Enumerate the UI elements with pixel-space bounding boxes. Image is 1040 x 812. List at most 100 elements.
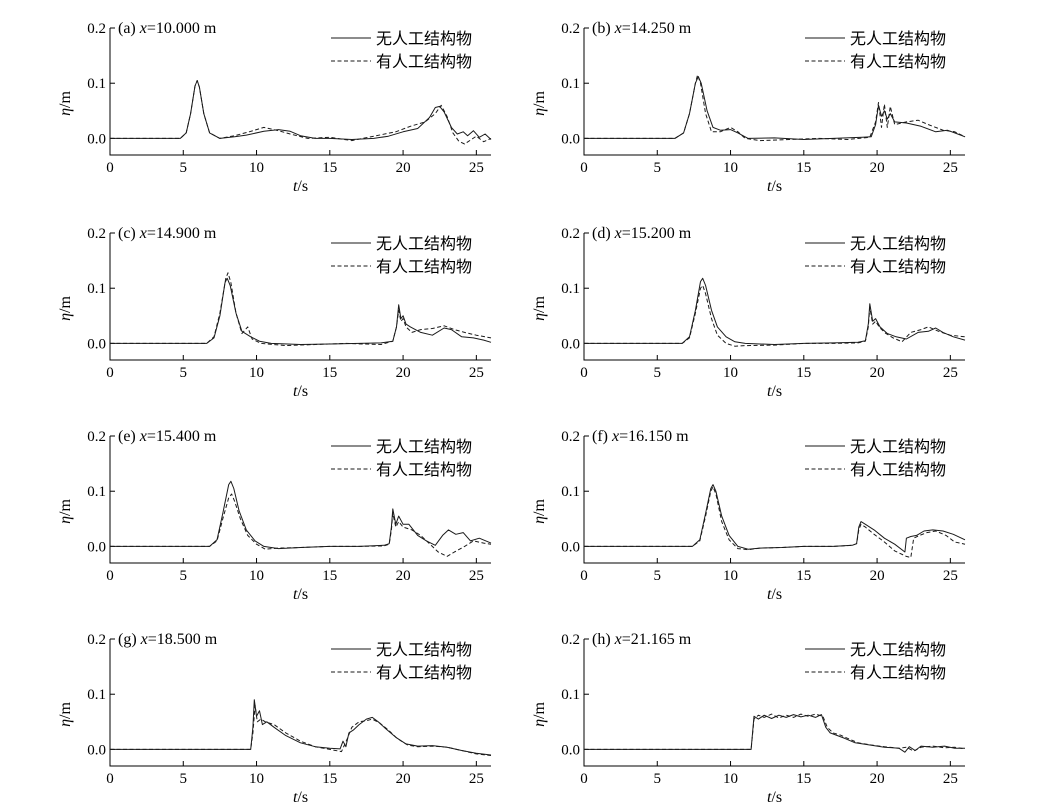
chart-panel-7: 0 5 10 15 20 25 0.0 0.1 0.2 (g) x=18.500 m t/s η/m 无…	[57, 631, 492, 806]
x-tick-label: 25	[943, 771, 958, 787]
y-tick-label: 0.1	[561, 484, 580, 500]
chart-panel-6: 0 5 10 15 20 25 0.0 0.1 0.2 (f) x=16.150 m t/s η/m 无…	[531, 428, 966, 603]
y-axis-unit: /m	[531, 296, 548, 313]
series-line-solid	[584, 277, 966, 345]
x-tick-label: 10	[249, 160, 264, 176]
x-tick-label: 5	[180, 160, 188, 176]
y-tick-label: 0.1	[87, 281, 106, 297]
x-tick-label: 20	[870, 771, 885, 787]
series-line-solid	[110, 80, 492, 140]
x-tick-label: 25	[469, 365, 484, 381]
y-tick-label: 0.0	[561, 336, 580, 352]
legend-label: 有人工结构物	[850, 460, 946, 479]
panel-label: (f) x=16.150 m	[592, 428, 689, 445]
legend-label: 无人工结构物	[376, 437, 472, 456]
series-line-solid	[584, 714, 965, 753]
y-tick-label: 0.1	[87, 687, 106, 703]
panel-label: (e) x=15.400 m	[118, 428, 217, 445]
panel-value: =16.150 m	[619, 428, 689, 445]
series-line-solid	[110, 699, 492, 756]
y-axis-title: η/m	[57, 702, 74, 727]
x-axis-unit: /s	[297, 789, 308, 806]
x-tick-label: 10	[249, 365, 264, 381]
series-line-solid	[110, 277, 492, 345]
x-tick-label: 15	[796, 568, 811, 584]
x-tick-label: 25	[943, 568, 958, 584]
x-tick-label: 0	[106, 365, 114, 381]
series-line-dashed	[110, 704, 492, 756]
x-tick-label: 15	[796, 771, 811, 787]
y-tick-label: 0.2	[561, 429, 580, 445]
panel-label: (c) x=14.900 m	[118, 225, 217, 242]
x-tick-label: 20	[396, 365, 411, 381]
y-tick-label: 0.2	[87, 21, 106, 37]
x-tick-label: 25	[943, 160, 958, 176]
panel-value: =14.900 m	[147, 225, 217, 242]
x-tick-label: 5	[180, 771, 188, 787]
y-axis-unit: /m	[57, 91, 74, 108]
x-axis-unit: /s	[771, 383, 782, 400]
y-tick-label: 0.1	[561, 76, 580, 92]
panel-variable: x	[139, 428, 147, 445]
panel-label: (b) x=14.250 m	[592, 20, 692, 37]
y-axis-title: η/m	[531, 91, 548, 116]
x-tick-label: 20	[396, 568, 411, 584]
series-line-dashed	[110, 80, 492, 145]
chart-panel-2: 0 5 10 15 20 25 0.0 0.1 0.2 (b) x=14.250 m t/s η/m 无…	[531, 20, 966, 195]
y-tick-label: 0.0	[561, 742, 580, 758]
panel-value: =21.165 m	[622, 631, 692, 648]
x-tick-label: 0	[580, 568, 588, 584]
panel-letter: (f)	[592, 428, 612, 445]
y-axis-title: η/m	[531, 296, 548, 321]
x-tick-label: 25	[943, 365, 958, 381]
x-axis-variable: t	[293, 586, 298, 603]
y-tick-label: 0.0	[561, 539, 580, 555]
y-axis-variable: η	[57, 719, 74, 727]
x-tick-label: 0	[106, 568, 114, 584]
y-axis-title: η/m	[57, 296, 74, 321]
x-tick-label: 20	[870, 365, 885, 381]
y-axis-unit: /m	[531, 702, 548, 719]
panel-letter: (g)	[118, 631, 141, 648]
series-line-dashed	[110, 493, 492, 557]
panel-variable: x	[614, 225, 622, 242]
series-line-dashed	[584, 486, 966, 558]
x-tick-label: 5	[654, 365, 662, 381]
x-tick-label: 0	[106, 160, 114, 176]
panel-letter: (a)	[118, 20, 140, 37]
x-tick-label: 15	[322, 160, 337, 176]
y-axis-variable: η	[531, 313, 548, 321]
x-axis-variable: t	[293, 383, 298, 400]
panel-variable: x	[140, 631, 148, 648]
panel-letter: (d)	[592, 225, 615, 242]
x-tick-label: 10	[723, 771, 738, 787]
y-tick-label: 0.0	[87, 742, 106, 758]
panel-value: =15.400 m	[147, 428, 217, 445]
y-tick-label: 0.0	[87, 336, 106, 352]
y-tick-label: 0.2	[87, 429, 106, 445]
panel-label: (a) x=10.000 m	[118, 20, 217, 37]
y-axis-unit: /m	[57, 702, 74, 719]
y-axis-variable: η	[531, 516, 548, 524]
y-tick-label: 0.2	[561, 632, 580, 648]
legend-label: 有人工结构物	[376, 52, 472, 71]
x-axis-title: t/s	[293, 586, 308, 603]
y-tick-label: 0.1	[561, 687, 580, 703]
x-tick-label: 25	[469, 771, 484, 787]
x-tick-label: 15	[322, 568, 337, 584]
y-axis-title: η/m	[57, 499, 74, 524]
x-tick-label: 10	[249, 771, 264, 787]
x-axis-variable: t	[767, 586, 772, 603]
x-tick-label: 0	[580, 365, 588, 381]
x-axis-unit: /s	[771, 178, 782, 195]
y-tick-label: 0.2	[87, 632, 106, 648]
y-axis-unit: /m	[57, 499, 74, 516]
x-tick-label: 15	[322, 365, 337, 381]
y-tick-label: 0.1	[87, 76, 106, 92]
legend-label: 无人工结构物	[850, 234, 946, 253]
x-tick-label: 5	[180, 568, 188, 584]
x-tick-label: 25	[469, 568, 484, 584]
x-axis-title: t/s	[293, 789, 308, 806]
x-axis-variable: t	[767, 178, 772, 195]
